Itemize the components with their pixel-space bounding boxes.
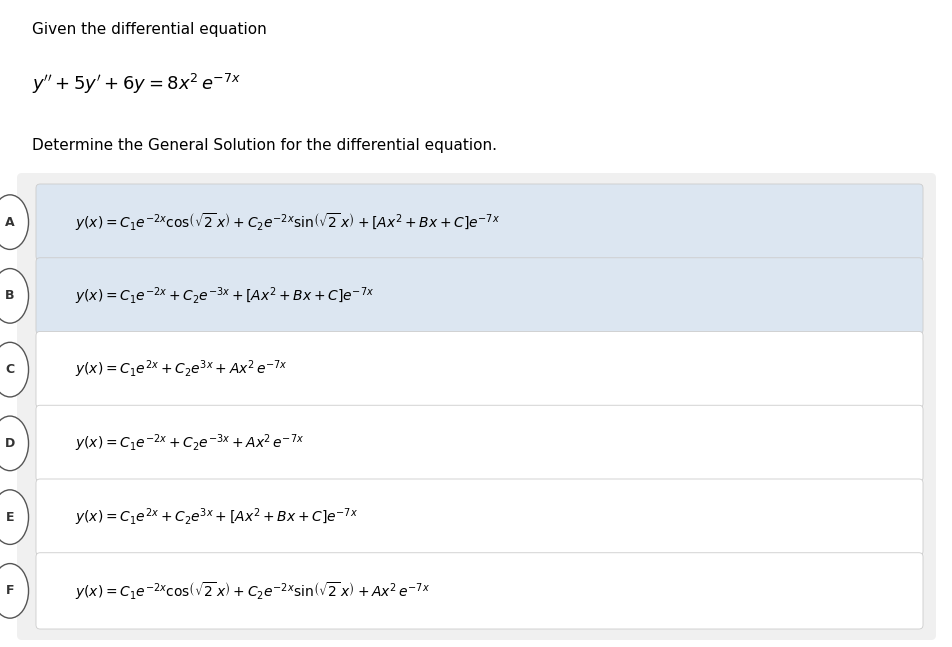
Text: C: C — [6, 363, 14, 376]
FancyBboxPatch shape — [36, 258, 922, 334]
Text: Determine the General Solution for the differential equation.: Determine the General Solution for the d… — [32, 138, 497, 153]
Text: D: D — [5, 437, 15, 450]
Text: $y(x) = C_1 e^{-2x} + C_2 e^{-3x} + Ax^2\, e^{-7x}$: $y(x) = C_1 e^{-2x} + C_2 e^{-3x} + Ax^2… — [75, 433, 304, 454]
Text: A: A — [5, 215, 15, 228]
Ellipse shape — [0, 416, 29, 470]
Ellipse shape — [0, 490, 29, 544]
Text: $y(x) = C_1 e^{-2x} \cos\!\left(\sqrt{2}\, x\right) + C_2 e^{-2x} \sin\!\left(\s: $y(x) = C_1 e^{-2x} \cos\!\left(\sqrt{2}… — [75, 580, 429, 602]
Text: $y(x) = C_1 e^{2x} + C_2 e^{3x} + \left[Ax^2 + Bx + C\right] e^{-7x}$: $y(x) = C_1 e^{2x} + C_2 e^{3x} + \left[… — [75, 507, 358, 528]
Text: B: B — [6, 289, 14, 302]
Ellipse shape — [0, 195, 29, 250]
FancyBboxPatch shape — [36, 405, 922, 481]
Text: $y(x) = C_1 e^{-2x} + C_2 e^{-3x} + \left[Ax^2 + Bx + C\right] e^{-7x}$: $y(x) = C_1 e^{-2x} + C_2 e^{-3x} + \lef… — [75, 285, 374, 307]
Text: F: F — [6, 584, 14, 597]
Ellipse shape — [0, 564, 29, 618]
Text: E: E — [6, 510, 14, 523]
FancyBboxPatch shape — [36, 184, 922, 260]
Ellipse shape — [0, 342, 29, 397]
Ellipse shape — [0, 269, 29, 323]
Text: $y'' + 5y' + 6y = 8x^2\, e^{-7x}$: $y'' + 5y' + 6y = 8x^2\, e^{-7x}$ — [32, 72, 241, 96]
FancyBboxPatch shape — [36, 479, 922, 555]
FancyBboxPatch shape — [17, 173, 935, 640]
Text: $y(x) = C_1 e^{-2x} \cos\!\left(\sqrt{2}\, x\right) + C_2 e^{-2x} \sin\!\left(\s: $y(x) = C_1 e^{-2x} \cos\!\left(\sqrt{2}… — [75, 211, 500, 233]
Text: Given the differential equation: Given the differential equation — [32, 22, 267, 37]
Text: $y(x) = C_1 e^{2x} + C_2 e^{3x} + Ax^2\, e^{-7x}$: $y(x) = C_1 e^{2x} + C_2 e^{3x} + Ax^2\,… — [75, 359, 288, 380]
FancyBboxPatch shape — [36, 553, 922, 629]
FancyBboxPatch shape — [36, 331, 922, 408]
